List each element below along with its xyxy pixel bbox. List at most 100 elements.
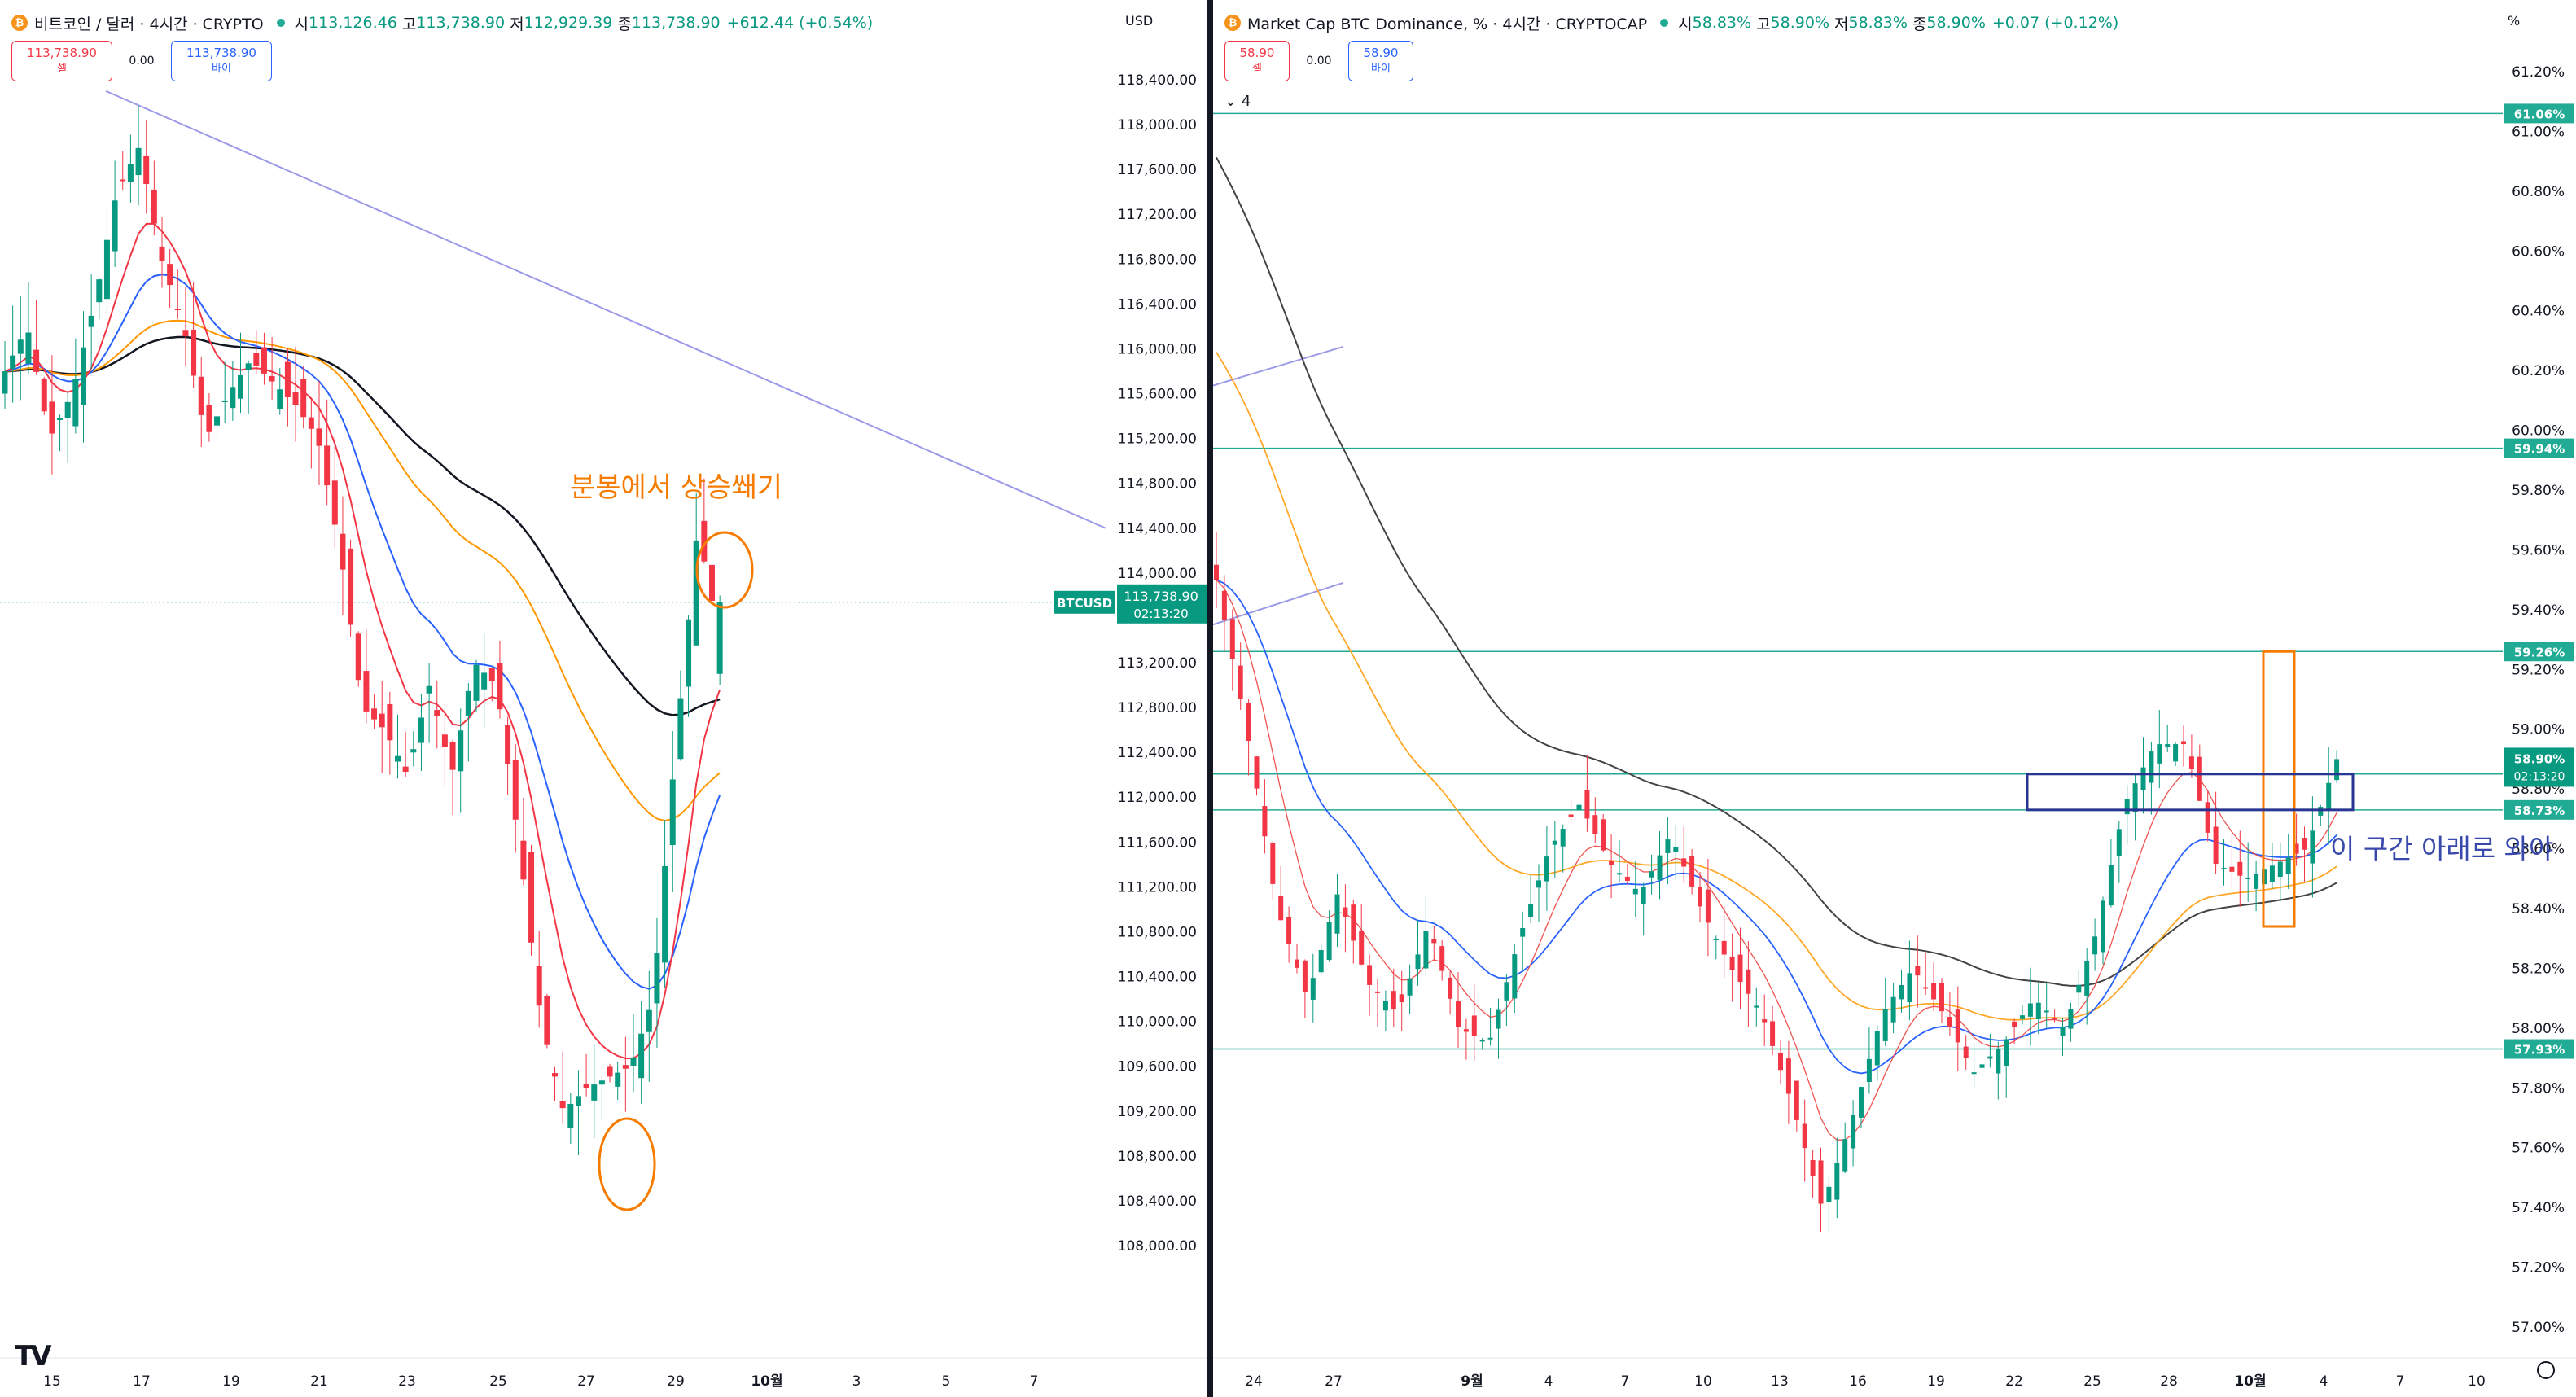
tradingview-logo: TV bbox=[15, 1340, 51, 1373]
candle-body bbox=[1746, 969, 1751, 994]
left-open-label: 시 bbox=[294, 15, 309, 33]
candle-body bbox=[127, 164, 134, 182]
percent-tick-label: 60.40% bbox=[2512, 304, 2565, 320]
indicator-toggle[interactable]: ⌄ 4 bbox=[1224, 93, 1251, 110]
candle-body bbox=[1528, 904, 1534, 917]
candle-body bbox=[1818, 1160, 1824, 1204]
candle-body bbox=[544, 995, 550, 1045]
left-sell-button[interactable]: 113,738.90 셀 bbox=[11, 41, 112, 81]
candle-body bbox=[1487, 1037, 1493, 1040]
left-close-label: 종 bbox=[617, 15, 632, 33]
pane-divider[interactable] bbox=[1207, 0, 1213, 1397]
right-sell-label: 셀 bbox=[1252, 63, 1262, 75]
date-tick-label: 19 bbox=[222, 1373, 240, 1390]
candle-body bbox=[1262, 806, 1268, 837]
price-tick-label: 114,000.00 bbox=[1118, 566, 1197, 582]
date-tick-label: 29 bbox=[667, 1373, 685, 1390]
date-tick-label: 17 bbox=[133, 1373, 151, 1390]
level-tag-label: 59.94% bbox=[2514, 442, 2565, 457]
candle-body bbox=[1785, 1058, 1791, 1094]
candle-body bbox=[1229, 619, 1235, 659]
candle-body bbox=[458, 730, 464, 772]
date-tick-label: 27 bbox=[577, 1373, 595, 1390]
candle-body bbox=[1963, 1046, 1969, 1058]
candle-body bbox=[615, 1072, 621, 1087]
right-change-value: +0.07 (+0.12%) bbox=[1991, 14, 2119, 32]
btc-price-chart-pane[interactable]: 118,400.00 118,000.00 117,600.00 117,200.00… bbox=[0, 0, 1207, 1397]
candle-body bbox=[214, 416, 221, 426]
right-sell-price: 58.90 bbox=[1239, 46, 1275, 60]
percent-tick-label: 58.00% bbox=[2512, 1021, 2565, 1037]
right-spread: 0.00 bbox=[1306, 55, 1332, 68]
ema-mid-line bbox=[1216, 579, 2337, 1075]
gear-icon[interactable] bbox=[2537, 1361, 2555, 1379]
candle-body bbox=[1754, 1005, 1759, 1008]
btc-dominance-candlestick-chart[interactable]: 61.20% 61.00% 60.80% 60.60% 60.40% 60.20% 60.0… bbox=[1213, 0, 2576, 1397]
spike-highlight-box bbox=[2262, 650, 2296, 928]
date-tick-label: 5 bbox=[942, 1373, 951, 1390]
candle-body bbox=[638, 1033, 645, 1079]
right-open-label: 시 bbox=[1678, 15, 1693, 33]
level-tag-label: 61.06% bbox=[2514, 107, 2565, 121]
candle-body bbox=[1834, 1163, 1840, 1200]
percent-tick-label: 59.00% bbox=[2512, 722, 2565, 738]
date-tick-label: 25 bbox=[2083, 1373, 2101, 1390]
right-legend-header: ₿ Market Cap BTC Dominance, % · 4시간 · CR… bbox=[1224, 10, 2118, 36]
candle-body bbox=[552, 1073, 558, 1077]
left-axis-unit[interactable]: USD bbox=[1125, 13, 1154, 28]
countdown-label: 02:13:20 bbox=[1133, 607, 1188, 621]
price-tick-label: 110,000.00 bbox=[1118, 1014, 1197, 1031]
target-zone-box bbox=[2026, 773, 2355, 812]
candle-body bbox=[1278, 896, 1284, 921]
right-low-label: 저 bbox=[1834, 15, 1849, 33]
candle-body bbox=[1890, 996, 1896, 1023]
candle-body bbox=[17, 339, 24, 354]
candle-body bbox=[1705, 889, 1711, 923]
price-tick-label: 115,600.00 bbox=[1118, 387, 1197, 403]
candle-body bbox=[2140, 767, 2146, 790]
candle-body bbox=[1334, 894, 1340, 934]
price-tick-label: 117,600.00 bbox=[1118, 162, 1197, 178]
percent-tick-label: 60.60% bbox=[2512, 243, 2565, 260]
btc-dominance-chart-pane[interactable]: 61.20% 61.00% 60.80% 60.60% 60.40% 60.20% 60.0… bbox=[1213, 0, 2576, 1397]
candle-body bbox=[2254, 874, 2259, 889]
candle-body bbox=[1295, 959, 1299, 968]
candle-body bbox=[379, 713, 385, 728]
candle-body bbox=[269, 375, 275, 382]
candle-body bbox=[2245, 877, 2251, 879]
right-symbol-title[interactable]: Market Cap BTC Dominance, % · 4시간 · CRYP… bbox=[1247, 15, 1648, 33]
date-tick-label: 28 bbox=[2160, 1373, 2178, 1390]
left-symbol-title[interactable]: 비트코인 / 달러 · 4시간 · CRYPTO bbox=[34, 15, 264, 33]
candle-body bbox=[701, 520, 708, 562]
right-open-value: 58.83% bbox=[1692, 14, 1752, 32]
candle-body bbox=[284, 361, 291, 397]
candle-body bbox=[2116, 829, 2122, 856]
candle-body bbox=[2, 371, 8, 394]
candle-body bbox=[1592, 815, 1598, 835]
candle-body bbox=[198, 376, 204, 415]
candle-body bbox=[583, 1084, 589, 1088]
level-tag bbox=[2504, 1039, 2574, 1059]
right-axis-unit[interactable]: % bbox=[2508, 13, 2521, 28]
level-tag bbox=[2504, 799, 2574, 820]
candle-body bbox=[1536, 880, 1541, 888]
btc-candlestick-chart[interactable]: 118,400.00 118,000.00 117,600.00 117,200.00… bbox=[0, 0, 1207, 1397]
ema-slow-line bbox=[4, 319, 721, 822]
candle-body bbox=[473, 664, 480, 701]
candle-body bbox=[2326, 782, 2332, 810]
candle-body bbox=[497, 663, 503, 710]
candle-body bbox=[1778, 1053, 1783, 1071]
candle-body bbox=[1842, 1139, 1848, 1172]
candle-body bbox=[2108, 865, 2114, 906]
price-tick-label: 109,600.00 bbox=[1118, 1059, 1197, 1075]
candle-body bbox=[2173, 744, 2179, 762]
candle-body bbox=[536, 966, 542, 1006]
right-sell-button[interactable]: 58.90 셀 bbox=[1224, 41, 1290, 81]
candle-body bbox=[709, 564, 715, 602]
candle-body bbox=[402, 766, 409, 773]
price-tick-label: 118,400.00 bbox=[1118, 72, 1197, 89]
descending-trendline bbox=[105, 90, 1106, 529]
candle-body bbox=[120, 179, 126, 182]
left-buy-button[interactable]: 113,738.90 바이 bbox=[171, 41, 272, 81]
right-buy-button[interactable]: 58.90 바이 bbox=[1348, 41, 1413, 81]
